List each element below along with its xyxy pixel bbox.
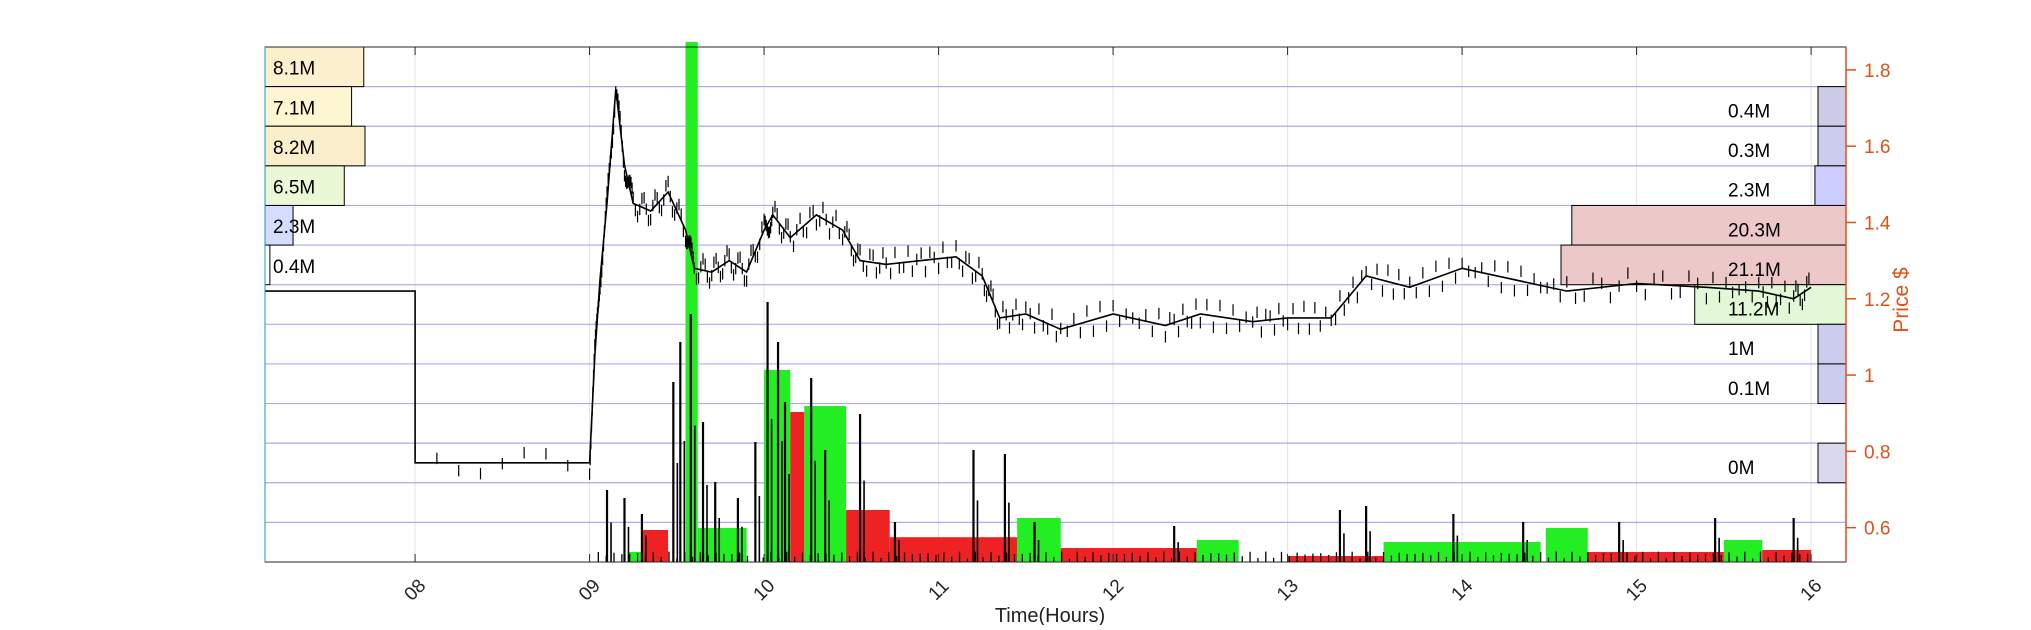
profile-bar-left bbox=[264, 86, 353, 127]
profile-bar-left bbox=[264, 244, 271, 286]
y-tick-label: 0.6 bbox=[1864, 519, 1890, 540]
profile-label-right: 0.1M bbox=[1728, 379, 1770, 400]
x-tick-label: 15 bbox=[1622, 575, 1652, 605]
volume-bar-down bbox=[790, 412, 805, 562]
profile-bar-left bbox=[264, 125, 366, 167]
profile-label-left: 0.4M bbox=[273, 257, 315, 278]
x-axis-label: Time(Hours) bbox=[995, 605, 1105, 625]
volume-bar-down bbox=[846, 510, 890, 562]
profile-bar-right bbox=[1817, 363, 1847, 405]
x-tick-label: 09 bbox=[575, 575, 605, 605]
profile-label-left: 2.3M bbox=[273, 217, 315, 238]
profile-bar-right bbox=[1814, 165, 1847, 206]
volume-profile-layer: 8.1M 7.1M 8.2M 6.5M 2.3M 0.4M 0.4M 0.3M 2.3M 20.3… bbox=[264, 46, 1847, 484]
profile-bar-right bbox=[1817, 125, 1847, 167]
volume-bar-up bbox=[1196, 540, 1239, 562]
y-tick-label: 1 bbox=[1864, 366, 1875, 387]
profile-bar-right bbox=[1817, 442, 1847, 484]
profile-label-right: 0M bbox=[1728, 458, 1754, 479]
y-axis-label: Price $ bbox=[1890, 267, 1913, 333]
x-tick-label: 11 bbox=[925, 576, 954, 605]
grid-layer bbox=[265, 47, 1846, 562]
y-tick-label: 1.8 bbox=[1864, 61, 1890, 82]
profile-label-right: 11.2M bbox=[1728, 300, 1779, 321]
profile-bar-right bbox=[1817, 86, 1847, 127]
volume-layer bbox=[597, 42, 1812, 562]
profile-label-right: 2.3M bbox=[1728, 181, 1770, 202]
y-tick-label: 0.8 bbox=[1864, 442, 1890, 463]
x-tick-label: 12 bbox=[1099, 575, 1129, 605]
x-tick-label: 08 bbox=[401, 575, 431, 605]
profile-label-right: 1M bbox=[1728, 339, 1754, 360]
volume-bar-down bbox=[1587, 552, 1724, 562]
profile-bar-left bbox=[264, 204, 294, 246]
profile-label-left: 6.5M bbox=[273, 178, 315, 199]
volume-bar-up bbox=[1545, 528, 1588, 562]
volume-bar-up bbox=[1723, 540, 1763, 562]
profile-label-left: 7.1M bbox=[273, 98, 315, 119]
volume-bar-down bbox=[889, 537, 1018, 562]
price-layer bbox=[265, 86, 1812, 480]
volume-bar-up bbox=[627, 552, 642, 562]
profile-label-right: 21.1M bbox=[1728, 260, 1781, 281]
profile-label-right: 20.3M bbox=[1728, 220, 1781, 241]
y-tick-label: 1.2 bbox=[1864, 290, 1890, 311]
profile-bar-right bbox=[1817, 323, 1847, 365]
profile-bar-right bbox=[1560, 244, 1847, 286]
volume-bar-down bbox=[1762, 550, 1812, 562]
x-tick-label: 13 bbox=[1273, 575, 1303, 605]
plot-area bbox=[265, 47, 1846, 562]
profile-label-left: 8.2M bbox=[273, 138, 315, 159]
volume-bar-down bbox=[1060, 548, 1197, 562]
profile-label-right: 0.3M bbox=[1728, 141, 1770, 162]
price-line bbox=[265, 88, 1812, 464]
profile-bar-right bbox=[1571, 204, 1847, 246]
profile-label-right: 0.4M bbox=[1728, 102, 1770, 123]
profile-label-left: 8.1M bbox=[273, 59, 315, 80]
x-tick-label: 10 bbox=[750, 575, 780, 605]
y-tick-label: 1.4 bbox=[1864, 213, 1891, 234]
volume-bar-down bbox=[1287, 556, 1384, 562]
x-tick-label: 16 bbox=[1797, 575, 1827, 605]
y-tick-label: 1.6 bbox=[1864, 137, 1890, 158]
x-tick-label: 14 bbox=[1448, 575, 1478, 605]
